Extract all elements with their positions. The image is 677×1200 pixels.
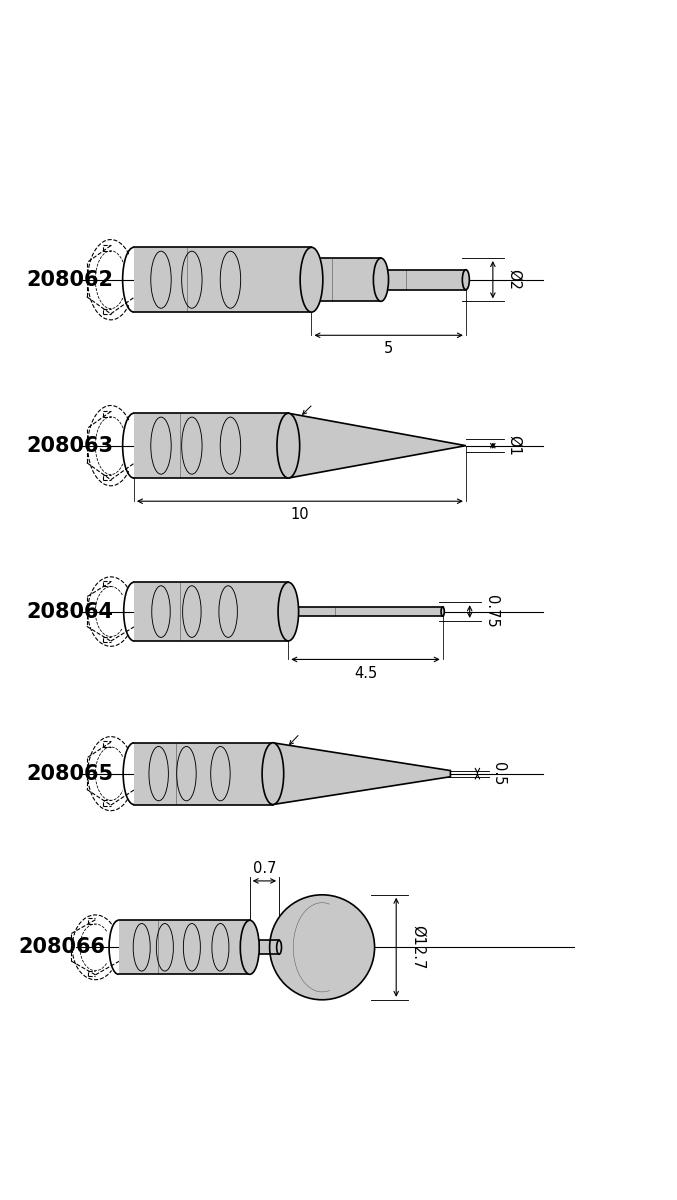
Bar xyxy=(250,941,279,954)
Bar xyxy=(288,607,443,617)
Text: 208065: 208065 xyxy=(26,763,113,784)
Ellipse shape xyxy=(278,582,299,641)
Ellipse shape xyxy=(374,258,389,301)
Text: Ø12.7: Ø12.7 xyxy=(410,925,425,970)
Circle shape xyxy=(269,895,374,1000)
Text: 208063: 208063 xyxy=(26,436,113,456)
Text: 0.75: 0.75 xyxy=(483,595,498,628)
Ellipse shape xyxy=(262,743,284,804)
Text: 208062: 208062 xyxy=(26,270,113,289)
Text: 208064: 208064 xyxy=(26,601,113,622)
Text: Ø2: Ø2 xyxy=(507,269,522,290)
Bar xyxy=(134,413,288,478)
Text: 30°: 30° xyxy=(330,436,354,449)
Text: 30°: 30° xyxy=(327,775,350,788)
Ellipse shape xyxy=(462,270,469,289)
Text: 5: 5 xyxy=(384,342,393,356)
Bar xyxy=(118,920,250,974)
Ellipse shape xyxy=(441,607,444,617)
Bar xyxy=(134,743,273,804)
Ellipse shape xyxy=(240,920,259,974)
Text: 4.5: 4.5 xyxy=(354,666,377,680)
Polygon shape xyxy=(288,413,466,478)
Text: 0.5: 0.5 xyxy=(492,762,506,785)
Text: 10: 10 xyxy=(290,508,309,522)
Text: 208066: 208066 xyxy=(18,937,105,958)
Ellipse shape xyxy=(300,247,323,312)
Bar xyxy=(381,270,466,289)
Polygon shape xyxy=(273,743,450,804)
Text: 0.7: 0.7 xyxy=(253,862,276,876)
Ellipse shape xyxy=(277,941,282,954)
Bar xyxy=(311,258,381,301)
Text: Ø1: Ø1 xyxy=(507,436,522,456)
Bar xyxy=(134,582,288,641)
Bar xyxy=(134,247,311,312)
Ellipse shape xyxy=(277,413,300,478)
